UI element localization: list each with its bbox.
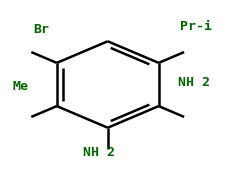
Text: NH 2: NH 2 [83,146,115,159]
Text: Me: Me [13,80,29,93]
Text: Br: Br [33,23,49,36]
Text: Pr-i: Pr-i [180,20,212,33]
Text: NH 2: NH 2 [178,76,210,89]
